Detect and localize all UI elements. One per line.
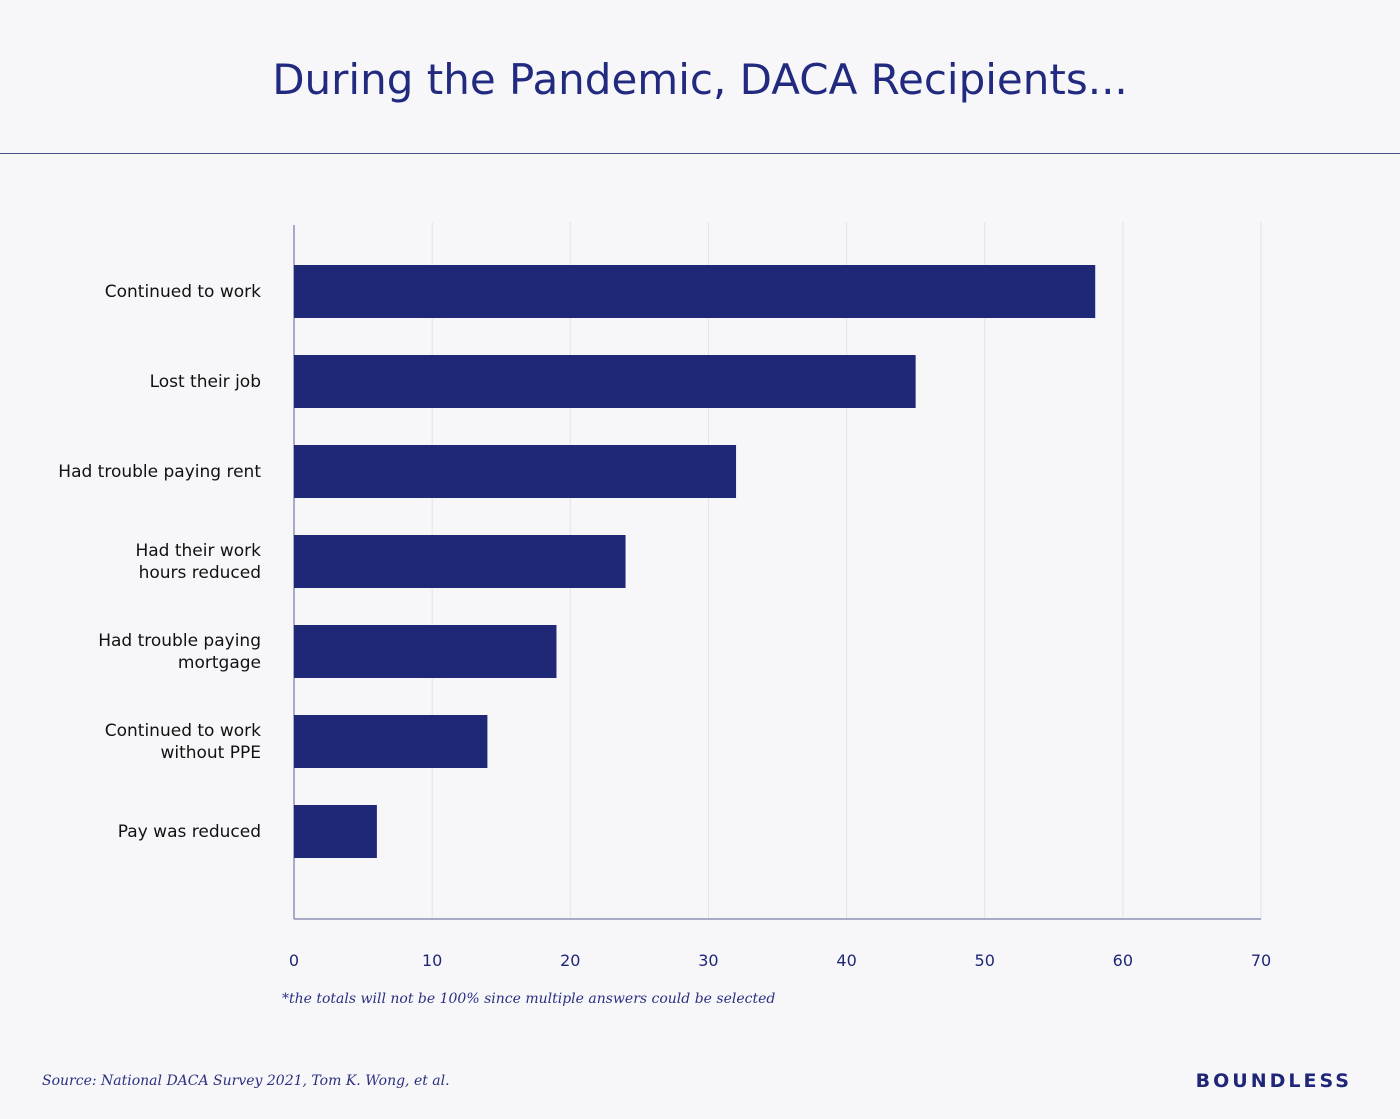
category-label: Had trouble paying [98,631,261,651]
chart-title: During the Pandemic, DACA Recipients... [272,55,1128,104]
bar [294,805,377,858]
x-tick-label: 50 [975,951,995,970]
x-tick-label: 0 [289,951,299,970]
category-label: Had trouble paying rent [58,462,261,482]
category-label: Continued to work [105,721,261,741]
bar [294,535,626,588]
x-tick-label: 30 [698,951,718,970]
bar [294,265,1096,318]
x-tick-label: 20 [560,951,580,970]
x-tick-label: 60 [1113,951,1133,970]
category-label: mortgage [178,653,261,673]
bar [294,355,916,408]
source-citation: Source: National DACA Survey 2021, Tom K… [42,1073,450,1089]
x-tick-label: 70 [1251,951,1271,970]
category-label: Continued to work [105,282,261,302]
bar [294,445,737,498]
category-label: Lost their job [150,372,261,392]
category-label: Pay was reduced [118,822,261,842]
x-tick-label: 10 [422,951,442,970]
x-tick-label: 40 [836,951,856,970]
footnote: *the totals will not be 100% since multi… [282,991,776,1007]
brand-logo: BOUNDLESS [1195,1070,1352,1092]
bar [294,625,557,678]
bar [294,715,488,768]
category-label: without PPE [160,743,261,763]
category-label: Had their work [135,541,261,561]
title-divider [0,153,1400,154]
category-label: hours reduced [139,563,261,583]
